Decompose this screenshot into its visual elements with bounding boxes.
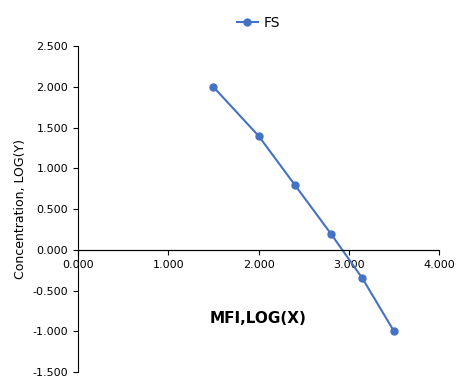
FS [328, 231, 333, 236]
FS [256, 133, 261, 138]
Legend: FS: FS [232, 11, 286, 36]
FS [391, 329, 397, 334]
FS [360, 276, 365, 281]
X-axis label: MFI,LOG(X): MFI,LOG(X) [210, 311, 307, 326]
Line: FS: FS [210, 83, 398, 335]
FS [292, 182, 297, 187]
FS [211, 85, 216, 89]
Y-axis label: Concentration, LOG(Y): Concentration, LOG(Y) [14, 139, 27, 279]
